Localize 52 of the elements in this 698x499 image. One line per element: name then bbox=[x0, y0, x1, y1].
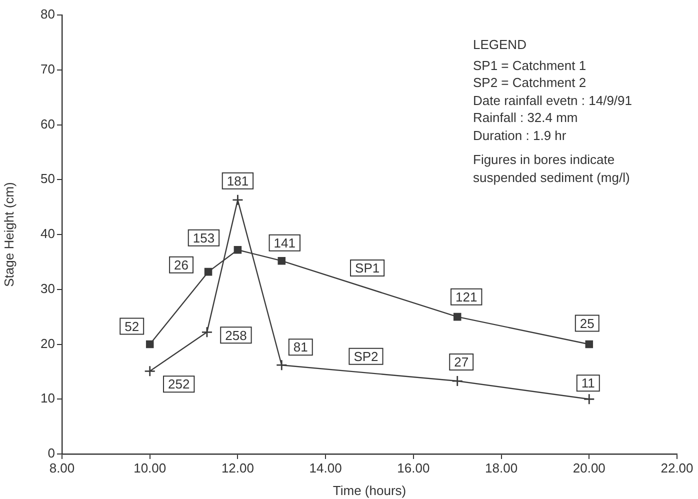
annotation: Rainfall : 32.4 mm bbox=[473, 109, 579, 126]
annotation: LEGEND bbox=[473, 36, 528, 54]
annotation: 252 bbox=[168, 376, 190, 392]
annotation: SP2 = Catchment 2 bbox=[473, 74, 588, 92]
annotation: 25 bbox=[580, 316, 594, 331]
point bbox=[278, 256, 286, 265]
point bbox=[585, 340, 594, 348]
y-tick-label: 70 bbox=[40, 61, 55, 76]
annotation: 141 bbox=[274, 235, 296, 250]
point bbox=[583, 393, 595, 405]
annotation: 81 bbox=[293, 340, 308, 355]
annotation: 153 bbox=[192, 230, 215, 246]
y-tick-label: 20 bbox=[40, 336, 55, 351]
annotation: 181 bbox=[226, 174, 249, 189]
x-tick-label: 14.00 bbox=[309, 460, 342, 476]
x-tick-label: 20.00 bbox=[572, 460, 606, 476]
x-tick-label: 10.00 bbox=[134, 460, 166, 476]
annotation: 26 bbox=[174, 257, 189, 272]
x-axis-title: Time (hours) bbox=[332, 482, 406, 498]
x-tick-label: 12.00 bbox=[221, 460, 254, 476]
annotation: 52 bbox=[124, 318, 140, 334]
y-tick-label: 50 bbox=[40, 171, 55, 186]
annotation: 11 bbox=[581, 376, 595, 391]
annotation: 27 bbox=[454, 354, 469, 370]
x-tick-label: 22.00 bbox=[660, 460, 694, 476]
point bbox=[276, 359, 288, 371]
y-axis-title: Stage Height (cm) bbox=[1, 182, 16, 287]
point bbox=[201, 326, 213, 338]
x-tick-label: 18.00 bbox=[485, 460, 518, 476]
point bbox=[452, 375, 464, 387]
annotation: 258 bbox=[225, 328, 247, 343]
y-tick-label: 40 bbox=[40, 226, 55, 242]
point bbox=[453, 312, 462, 321]
point bbox=[146, 340, 154, 348]
y-tick-label: 30 bbox=[40, 280, 55, 296]
annotation: Figures in bores indicate suspended sediment (mg/l) bbox=[473, 151, 631, 186]
annotation: Date rainfall evetn : 14/9/91 bbox=[473, 92, 633, 109]
y-tick-label: 60 bbox=[40, 116, 55, 132]
point bbox=[144, 365, 156, 377]
x-tick-label: 16.00 bbox=[397, 460, 430, 476]
point bbox=[204, 268, 212, 276]
series-label: SP2 bbox=[354, 348, 378, 364]
point bbox=[234, 246, 242, 254]
y-tick-label: 10 bbox=[40, 390, 55, 406]
y-tick-label: 80 bbox=[40, 6, 55, 22]
x-tick-label: 8.00 bbox=[49, 460, 75, 476]
y-tick-label: 0 bbox=[48, 446, 55, 461]
series-label: SP1 bbox=[355, 260, 380, 276]
annotation: 121 bbox=[456, 289, 478, 304]
point bbox=[232, 194, 244, 206]
annotation: SP1 = Catchment 1 bbox=[473, 56, 588, 74]
annotation: Duration : 1.9 hr bbox=[473, 126, 568, 144]
